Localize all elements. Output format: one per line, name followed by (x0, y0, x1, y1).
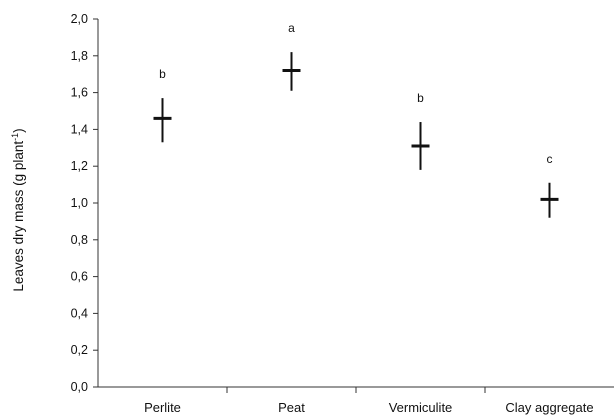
x-ticks: Perlite Peat Vermiculite Clay aggregate (144, 387, 594, 415)
data-series: b a b c (153, 21, 559, 218)
y-tick-label: 1,8 (71, 49, 88, 63)
y-tick-label: 1,0 (71, 196, 88, 210)
x-axis: Perlite Peat Vermiculite Clay aggregate (98, 386, 614, 415)
significance-letter: b (417, 91, 424, 105)
y-tick-label: 0,6 (71, 270, 88, 284)
x-tick-label: Perlite (144, 400, 181, 415)
y-tick-label: 2,0 (71, 12, 88, 26)
significance-letter: c (547, 152, 553, 166)
y-tick-label: 0,0 (71, 380, 88, 394)
significance-letter: a (288, 21, 295, 35)
y-tick-label: 0,8 (71, 233, 88, 247)
x-tick-label: Vermiculite (389, 400, 453, 415)
y-axis-title: Leaves dry mass (g plant-1) (10, 128, 26, 291)
y-tick-label: 1,4 (71, 122, 88, 136)
y-axis: 0,0 0,2 0,4 0,6 0,8 1,0 1,2 1,4 1,6 1,8 2,0 (71, 12, 99, 394)
y-tick-label: 0,4 (71, 306, 88, 320)
y-ticks: 0,0 0,2 0,4 0,6 0,8 1,0 1,2 1,4 1,6 1,8 2,0 (71, 12, 98, 394)
y-tick-label: 0,2 (71, 343, 88, 357)
x-tick-label: Clay aggregate (505, 400, 593, 415)
y-tick-label: 1,6 (71, 86, 88, 100)
significance-letter: b (159, 67, 166, 81)
y-axis-title-superscript: -1 (10, 133, 20, 141)
y-tick-label: 1,2 (71, 159, 88, 173)
x-tick-label: Peat (278, 400, 305, 415)
